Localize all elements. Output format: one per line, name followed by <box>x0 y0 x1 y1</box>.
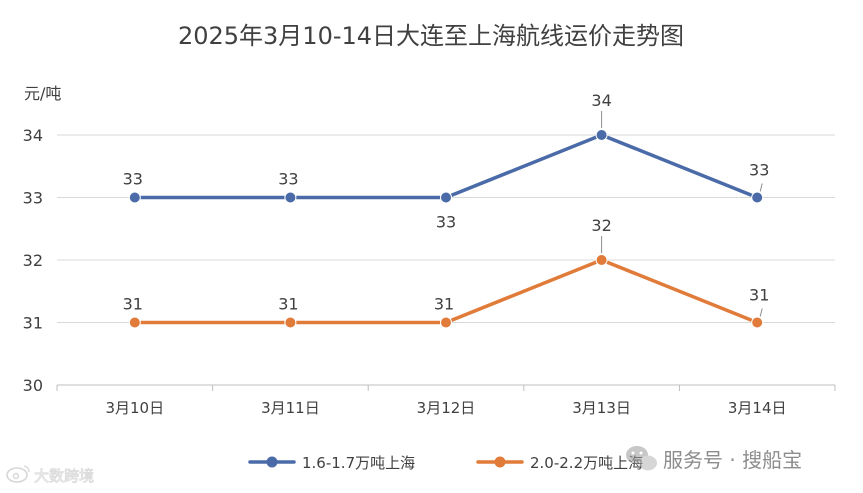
series-layer: 33 33 33 34 33 31 31 31 32 31 <box>123 91 770 329</box>
data-label-leader <box>759 183 763 192</box>
x-tick-label: 3月12日 <box>417 399 476 417</box>
data-point <box>284 316 297 329</box>
data-label: 31 <box>749 286 769 305</box>
x-tick-label: 3月10日 <box>105 399 164 417</box>
data-label: 32 <box>591 216 611 235</box>
data-label: 31 <box>434 295 454 314</box>
series-group: 31 31 31 32 31 <box>123 216 769 329</box>
y-tick-label: 32 <box>23 251 43 270</box>
data-label: 34 <box>591 91 611 110</box>
data-point <box>284 191 297 204</box>
legend-label: 1.6-1.7万吨上海 <box>302 454 415 472</box>
legend: 1.6-1.7万吨上海 2.0-2.2万吨上海 <box>248 454 643 472</box>
data-point <box>751 316 764 329</box>
data-point <box>595 129 608 141</box>
legend-swatch-marker <box>494 456 506 468</box>
data-label: 33 <box>436 213 456 232</box>
x-tick-label: 3月11日 <box>261 399 320 417</box>
wechat-watermark: 服务号 · 搜船宝 <box>626 446 802 472</box>
x-tick-label: 3月14日 <box>728 399 787 417</box>
data-point <box>128 316 141 329</box>
data-point <box>440 316 452 329</box>
legend-item: 1.6-1.7万吨上海 <box>248 454 415 472</box>
y-tick-label: 30 <box>23 376 43 395</box>
y-tick-label: 31 <box>23 314 43 333</box>
x-axis-tick-labels: 3月10日 3月11日 3月12日 3月13日 3月14日 <box>105 399 786 417</box>
y-axis-tick-labels: 30 31 32 33 34 <box>23 126 43 395</box>
data-point <box>751 191 764 204</box>
series-group: 33 33 33 34 33 <box>123 91 770 232</box>
y-axis-unit-label: 元/吨 <box>24 84 61 103</box>
data-point <box>440 191 452 204</box>
legend-swatch-marker <box>266 456 278 468</box>
legend-label: 2.0-2.2万吨上海 <box>530 454 643 472</box>
data-point <box>128 191 141 204</box>
weibo-icon <box>6 465 30 483</box>
y-tick-label: 34 <box>23 126 43 145</box>
legend-item: 2.0-2.2万吨上海 <box>476 454 643 472</box>
left-watermark: 大数跨境 <box>6 465 94 485</box>
wechat-watermark-text: 服务号 · 搜船宝 <box>663 448 802 472</box>
data-point <box>595 254 608 266</box>
data-label: 33 <box>749 161 769 180</box>
chart-title: 2025年3月10-14日大连至上海航线运价走势图 <box>178 22 684 50</box>
data-label: 33 <box>278 170 298 189</box>
x-tick-label: 3月13日 <box>572 399 631 417</box>
data-label-leader <box>759 308 763 317</box>
wechat-icon <box>626 446 657 471</box>
data-label: 31 <box>123 295 143 314</box>
data-label: 33 <box>123 170 143 189</box>
data-label: 31 <box>278 295 298 314</box>
left-watermark-text: 大数跨境 <box>34 467 94 485</box>
y-tick-label: 33 <box>23 189 43 208</box>
